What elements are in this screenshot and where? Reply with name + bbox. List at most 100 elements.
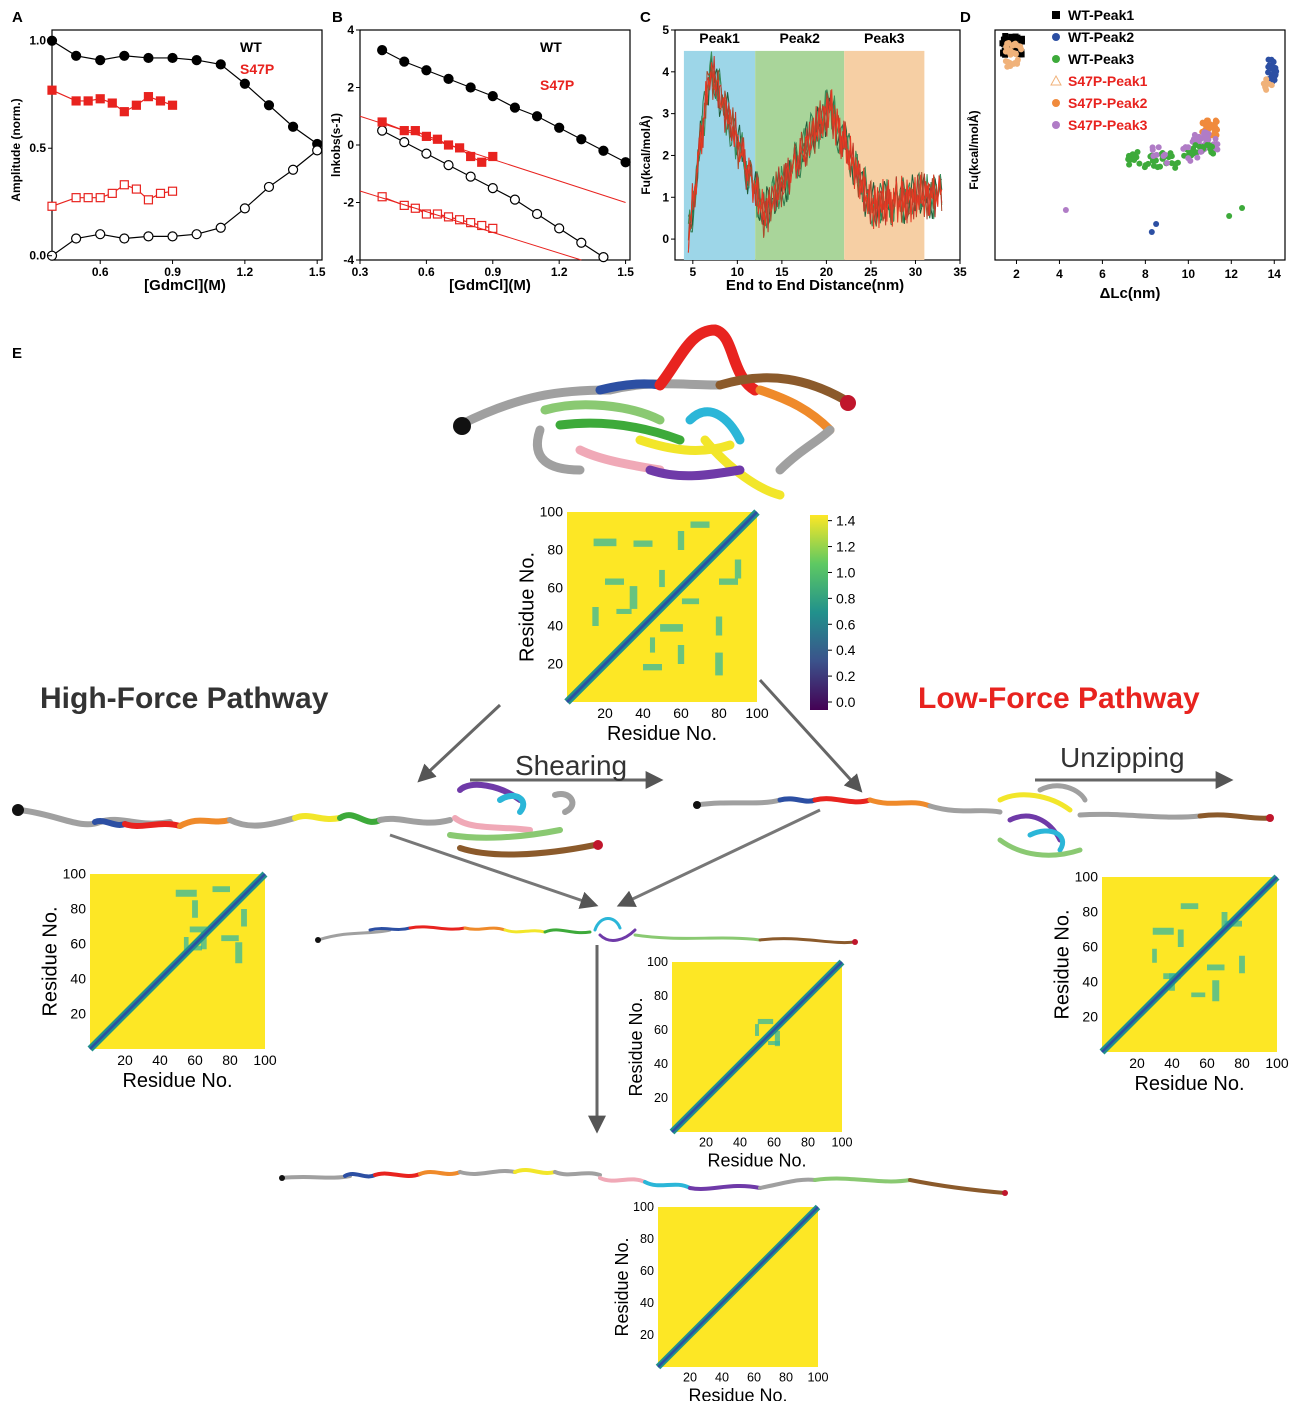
colorbar-gradient — [810, 515, 828, 710]
data-point — [1009, 42, 1016, 49]
map-y-tick: 60 — [1082, 939, 1098, 955]
data-point — [1226, 213, 1233, 219]
map-y-tick: 40 — [547, 618, 563, 634]
y-tick-label: -2 — [343, 196, 354, 210]
data-point — [143, 195, 154, 205]
map-y-tick: 80 — [1082, 904, 1098, 920]
map-y-tick: 100 — [63, 866, 87, 882]
arrow-high-to-intermediate — [389, 833, 599, 909]
data-point — [1239, 205, 1246, 211]
series-line — [381, 130, 604, 258]
data-point — [263, 181, 275, 193]
map-x-tick: 100 — [745, 705, 769, 721]
map-y-tick: 40 — [70, 971, 86, 987]
data-point — [119, 180, 129, 190]
map-x-tick: 80 — [1234, 1055, 1250, 1071]
map-x-tick: 60 — [673, 705, 689, 721]
panel-a-frame — [51, 29, 323, 261]
contact-cluster — [768, 1041, 780, 1046]
data-point — [466, 151, 476, 162]
data-point — [1002, 33, 1009, 40]
data-point — [576, 237, 587, 248]
map-y-tick: 20 — [70, 1006, 86, 1022]
contact-cluster — [715, 652, 723, 676]
data-point — [1211, 128, 1218, 135]
x-tick-label: 1.5 — [309, 265, 326, 279]
data-point — [531, 208, 543, 220]
data-point — [443, 160, 454, 171]
contact-cluster — [681, 598, 700, 605]
x-tick-label: 0.9 — [164, 265, 181, 279]
data-point — [191, 54, 202, 66]
legend-marker — [1050, 74, 1062, 86]
map-y-tick: 60 — [70, 936, 86, 952]
map-y-tick: 100 — [633, 1200, 654, 1214]
y-axis-label-d: Fu(kcal/molÅ) — [966, 110, 981, 189]
legend-entry: WT-Peak3 — [1068, 51, 1134, 67]
data-point — [1214, 146, 1221, 153]
map-y-tick: 60 — [654, 1023, 668, 1037]
contact-cluster — [212, 886, 230, 893]
legend-entry: WT-Peak2 — [1068, 29, 1134, 45]
data-point — [1004, 36, 1011, 43]
series-line — [381, 49, 626, 163]
data-point — [1062, 207, 1069, 213]
colorbar-tick: 1.4 — [836, 513, 856, 529]
data-point — [1149, 144, 1156, 151]
map-x-tick: 20 — [683, 1371, 697, 1385]
x-tick-label: 4 — [1056, 267, 1063, 281]
map-y-label: Residue No. — [39, 906, 61, 1016]
unfolded-chain — [279, 1168, 1008, 1196]
map-x-tick: 100 — [253, 1052, 277, 1068]
y-axis-label-b: lnkobs(s-1) — [329, 113, 343, 177]
contact-cluster — [221, 935, 239, 942]
data-point — [465, 171, 476, 182]
map-x-tick: 40 — [152, 1052, 168, 1068]
contact-cluster — [593, 538, 617, 547]
data-point — [215, 222, 226, 233]
legend-entry: S47P-Peak3 — [1068, 117, 1148, 133]
legend-marker — [1052, 99, 1060, 107]
legend-wt-b: WT — [540, 39, 562, 55]
map-y-tick: 40 — [654, 1057, 668, 1071]
contact-cluster — [616, 608, 632, 614]
panel-label-b: B — [332, 9, 343, 26]
data-point — [95, 94, 105, 104]
colorbar-tick: 0.8 — [836, 590, 856, 606]
panel-c: C Peak1 Peak2 Peak3 5 10 15 20 25 30 35 0 1 2 3 4 5 En… — [638, 9, 967, 294]
map-y-tick: 60 — [547, 580, 563, 596]
map-x-tick: 100 — [831, 1136, 852, 1150]
data-point — [167, 100, 178, 110]
peak-label: Peak3 — [864, 30, 905, 46]
map-x-tick: 60 — [747, 1371, 761, 1385]
data-point — [1006, 47, 1013, 54]
data-point — [119, 107, 129, 117]
contact-cluster — [1239, 955, 1245, 974]
high-force-pathway-title: High-Force Pathway — [40, 682, 329, 715]
data-point — [1270, 59, 1277, 66]
data-point — [143, 52, 154, 64]
data-point — [191, 229, 202, 240]
panel-d-frame — [994, 29, 1286, 261]
data-point — [287, 121, 299, 132]
map-y-tick: 100 — [1075, 869, 1099, 885]
force-trace — [687, 62, 943, 253]
contact-cluster — [605, 578, 624, 585]
map-x-tick: 80 — [779, 1371, 793, 1385]
data-point — [1134, 149, 1141, 156]
contact-cluster — [1212, 980, 1220, 1002]
colorbar-tick: 1.0 — [836, 564, 856, 580]
x-tick-label: 1.2 — [551, 265, 568, 279]
x-axis-label-d: ΔLc(nm) — [1100, 285, 1161, 302]
data-point — [71, 193, 81, 203]
data-point — [119, 233, 130, 244]
shearing-label: Shearing — [515, 750, 627, 781]
colorbar-tick: 1.2 — [836, 539, 856, 555]
map-y-tick: 20 — [654, 1091, 668, 1105]
map-y-tick: 60 — [640, 1264, 654, 1278]
data-point — [155, 188, 166, 198]
arrow-to-high-force — [417, 703, 502, 783]
legend-marker — [1052, 11, 1060, 19]
x-tick-label: 0.6 — [418, 265, 435, 279]
